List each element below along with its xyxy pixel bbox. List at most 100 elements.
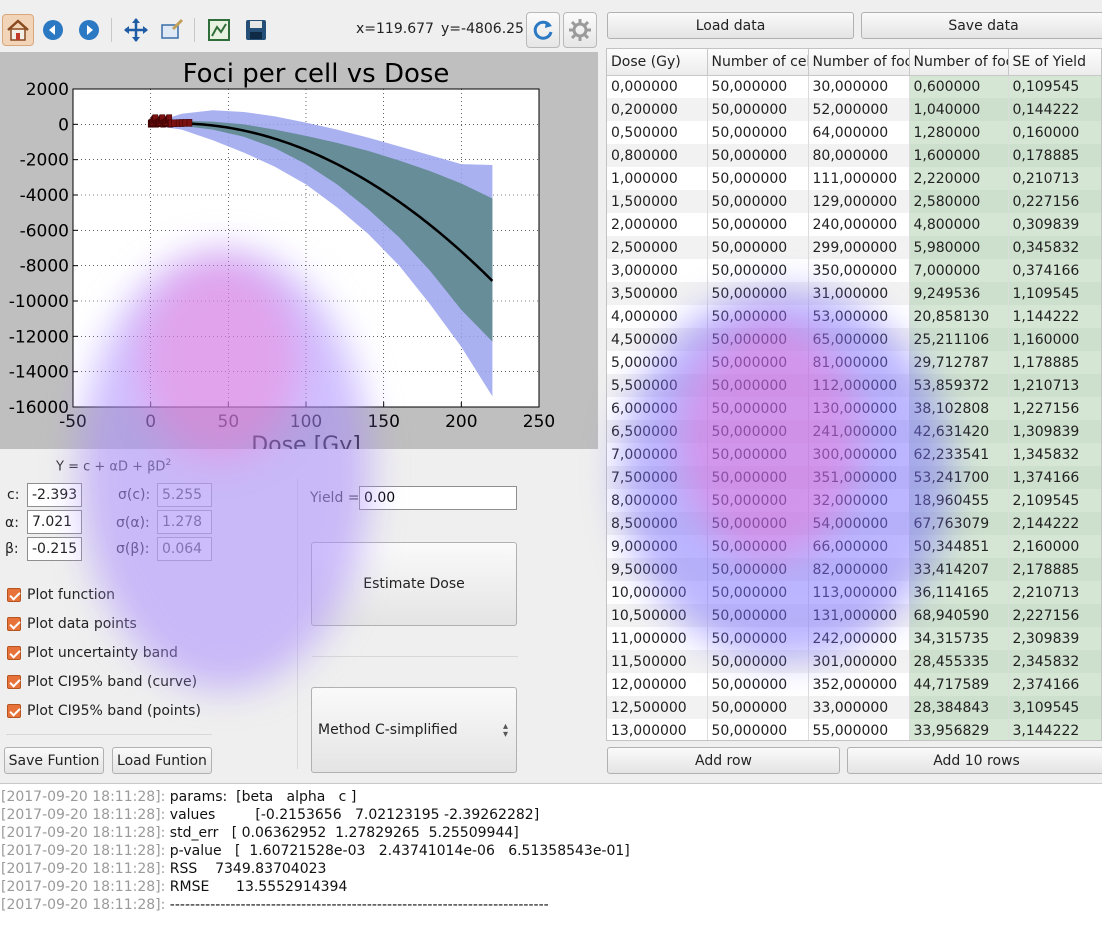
table-cell[interactable]: 1,280000	[909, 121, 1009, 144]
table-cell[interactable]: 55,000000	[808, 719, 910, 740]
table-row[interactable]: 8,500000 50,000000 54,000000 67,763079 2,144…	[607, 512, 1101, 535]
save-figure-icon[interactable]	[240, 14, 272, 46]
add-row-button[interactable]: Add row	[607, 747, 840, 774]
table-cell[interactable]: 0,227156	[1008, 190, 1101, 213]
table-cell[interactable]: 3,109545	[1008, 696, 1101, 719]
table-cell[interactable]: 50,000000	[707, 443, 809, 466]
table-row[interactable]: 5,000000 50,000000 81,000000 29,712787 1,178…	[607, 351, 1101, 374]
table-cell[interactable]: 0,000000	[607, 75, 708, 98]
sigma-c-field[interactable]	[157, 483, 212, 507]
table-cell[interactable]: 50,000000	[707, 397, 809, 420]
table-cell[interactable]: 0,144222	[1008, 98, 1101, 121]
table-row[interactable]: 0,800000 50,000000 80,000000 1,600000 0,1788…	[607, 144, 1101, 167]
table-cell[interactable]: 50,000000	[707, 512, 809, 535]
table-row[interactable]: 2,500000 50,000000 299,000000 5,980000 0,345…	[607, 236, 1101, 259]
back-icon[interactable]	[37, 14, 69, 46]
table-cell[interactable]: 44,717589	[909, 673, 1009, 696]
sigma-alpha-field[interactable]	[157, 510, 212, 534]
table-cell[interactable]: 67,763079	[909, 512, 1009, 535]
table-cell[interactable]: 0,200000	[607, 98, 708, 121]
table-cell[interactable]: 50,000000	[707, 282, 809, 305]
table-cell[interactable]: 28,455335	[909, 650, 1009, 673]
table-cell[interactable]: 351,000000	[808, 466, 910, 489]
table-cell[interactable]: 1,374166	[1008, 466, 1101, 489]
table-cell[interactable]: 62,233541	[909, 443, 1009, 466]
table-cell[interactable]: 54,000000	[808, 512, 910, 535]
settings-button[interactable]	[563, 12, 597, 48]
table-cell[interactable]: 2,345832	[1008, 650, 1101, 673]
table-cell[interactable]: 0,600000	[909, 75, 1009, 98]
column-header[interactable]: Number of foci/cell	[909, 49, 1009, 76]
table-cell[interactable]: 50,000000	[707, 696, 809, 719]
table-cell[interactable]: 240,000000	[808, 213, 910, 236]
table-cell[interactable]: 1,144222	[1008, 305, 1101, 328]
table-cell[interactable]: 9,500000	[607, 558, 708, 581]
refresh-button[interactable]	[526, 12, 560, 48]
table-cell[interactable]: 1,000000	[607, 167, 708, 190]
table-cell[interactable]: 2,210713	[1008, 581, 1101, 604]
table-cell[interactable]: 3,144222	[1008, 719, 1101, 740]
table-row[interactable]: 0,200000 50,000000 52,000000 1,040000 0,1442…	[607, 98, 1101, 121]
table-row[interactable]: 8,000000 50,000000 32,000000 18,960455 2,109…	[607, 489, 1101, 512]
table-cell[interactable]: 30,000000	[808, 75, 910, 98]
table-cell[interactable]: 50,000000	[707, 167, 809, 190]
table-row[interactable]: 10,000000 50,000000 113,000000 36,114165 2,2…	[607, 581, 1101, 604]
table-cell[interactable]: 82,000000	[808, 558, 910, 581]
yield-input[interactable]	[359, 486, 517, 510]
table-cell[interactable]: 50,000000	[707, 351, 809, 374]
table-cell[interactable]: 42,631420	[909, 420, 1009, 443]
column-header[interactable]: SE of Yield	[1008, 49, 1101, 76]
table-cell[interactable]: 2,109545	[1008, 489, 1101, 512]
sigma-beta-field[interactable]	[157, 537, 212, 561]
table-row[interactable]: 2,000000 50,000000 240,000000 4,800000 0,309…	[607, 213, 1101, 236]
estimate-dose-button[interactable]: Estimate Dose	[311, 542, 517, 626]
table-cell[interactable]: 33,414207	[909, 558, 1009, 581]
column-header[interactable]: Number of foci	[808, 49, 910, 76]
table-cell[interactable]: 2,580000	[909, 190, 1009, 213]
foci-dose-chart[interactable]: -50 0 50 100 150 200 250 2000 0 -2000 -4000 -6000 -8…	[0, 52, 598, 449]
table-cell[interactable]: 6,500000	[607, 420, 708, 443]
table-cell[interactable]: 1,309839	[1008, 420, 1101, 443]
table-row[interactable]: 11,500000 50,000000 301,000000 28,455335 2,3…	[607, 650, 1101, 673]
table-row[interactable]: 12,500000 50,000000 33,000000 28,384843 3,10…	[607, 696, 1101, 719]
table-cell[interactable]: 36,114165	[909, 581, 1009, 604]
forward-icon[interactable]	[73, 14, 105, 46]
table-cell[interactable]: 53,859372	[909, 374, 1009, 397]
table-cell[interactable]: 33,000000	[808, 696, 910, 719]
table-cell[interactable]: 301,000000	[808, 650, 910, 673]
table-row[interactable]: 10,500000 50,000000 131,000000 68,940590 2,2…	[607, 604, 1101, 627]
table-row[interactable]: 12,000000 50,000000 352,000000 44,717589 2,3…	[607, 673, 1101, 696]
table-cell[interactable]: 13,000000	[607, 719, 708, 740]
table-cell[interactable]: 2,500000	[607, 236, 708, 259]
table-cell[interactable]: 68,940590	[909, 604, 1009, 627]
table-row[interactable]: 4,500000 50,000000 65,000000 25,211106 1,160…	[607, 328, 1101, 351]
table-row[interactable]: 0,000000 50,000000 30,000000 0,600000 0,1095…	[607, 75, 1101, 98]
table-cell[interactable]: 8,500000	[607, 512, 708, 535]
table-cell[interactable]: 50,000000	[707, 121, 809, 144]
table-cell[interactable]: 66,000000	[808, 535, 910, 558]
table-cell[interactable]: 242,000000	[808, 627, 910, 650]
table-cell[interactable]: 7,000000	[909, 259, 1009, 282]
table-cell[interactable]: 0,160000	[1008, 121, 1101, 144]
table-cell[interactable]: 300,000000	[808, 443, 910, 466]
table-cell[interactable]: 1,160000	[1008, 328, 1101, 351]
column-header[interactable]: Number of cells	[707, 49, 809, 76]
table-cell[interactable]: 0,210713	[1008, 167, 1101, 190]
table-cell[interactable]: 0,800000	[607, 144, 708, 167]
table-cell[interactable]: 50,000000	[707, 144, 809, 167]
table-row[interactable]: 3,500000 50,000000 31,000000 9,249536 1,1095…	[607, 282, 1101, 305]
table-cell[interactable]: 1,109545	[1008, 282, 1101, 305]
table-cell[interactable]: 0,178885	[1008, 144, 1101, 167]
table-cell[interactable]: 32,000000	[808, 489, 910, 512]
table-cell[interactable]: 130,000000	[808, 397, 910, 420]
load-function-button[interactable]: Load Funtion	[112, 747, 212, 774]
table-cell[interactable]: 1,040000	[909, 98, 1009, 121]
table-cell[interactable]: 1,600000	[909, 144, 1009, 167]
save-data-button[interactable]: Save data	[861, 12, 1102, 39]
table-cell[interactable]: 352,000000	[808, 673, 910, 696]
data-table[interactable]: Dose (Gy)Number of cellsNumber of fociNu…	[606, 48, 1102, 741]
subplots-icon[interactable]	[203, 14, 235, 46]
table-cell[interactable]: 38,102808	[909, 397, 1009, 420]
table-cell[interactable]: 241,000000	[808, 420, 910, 443]
table-cell[interactable]: 50,000000	[707, 719, 809, 740]
